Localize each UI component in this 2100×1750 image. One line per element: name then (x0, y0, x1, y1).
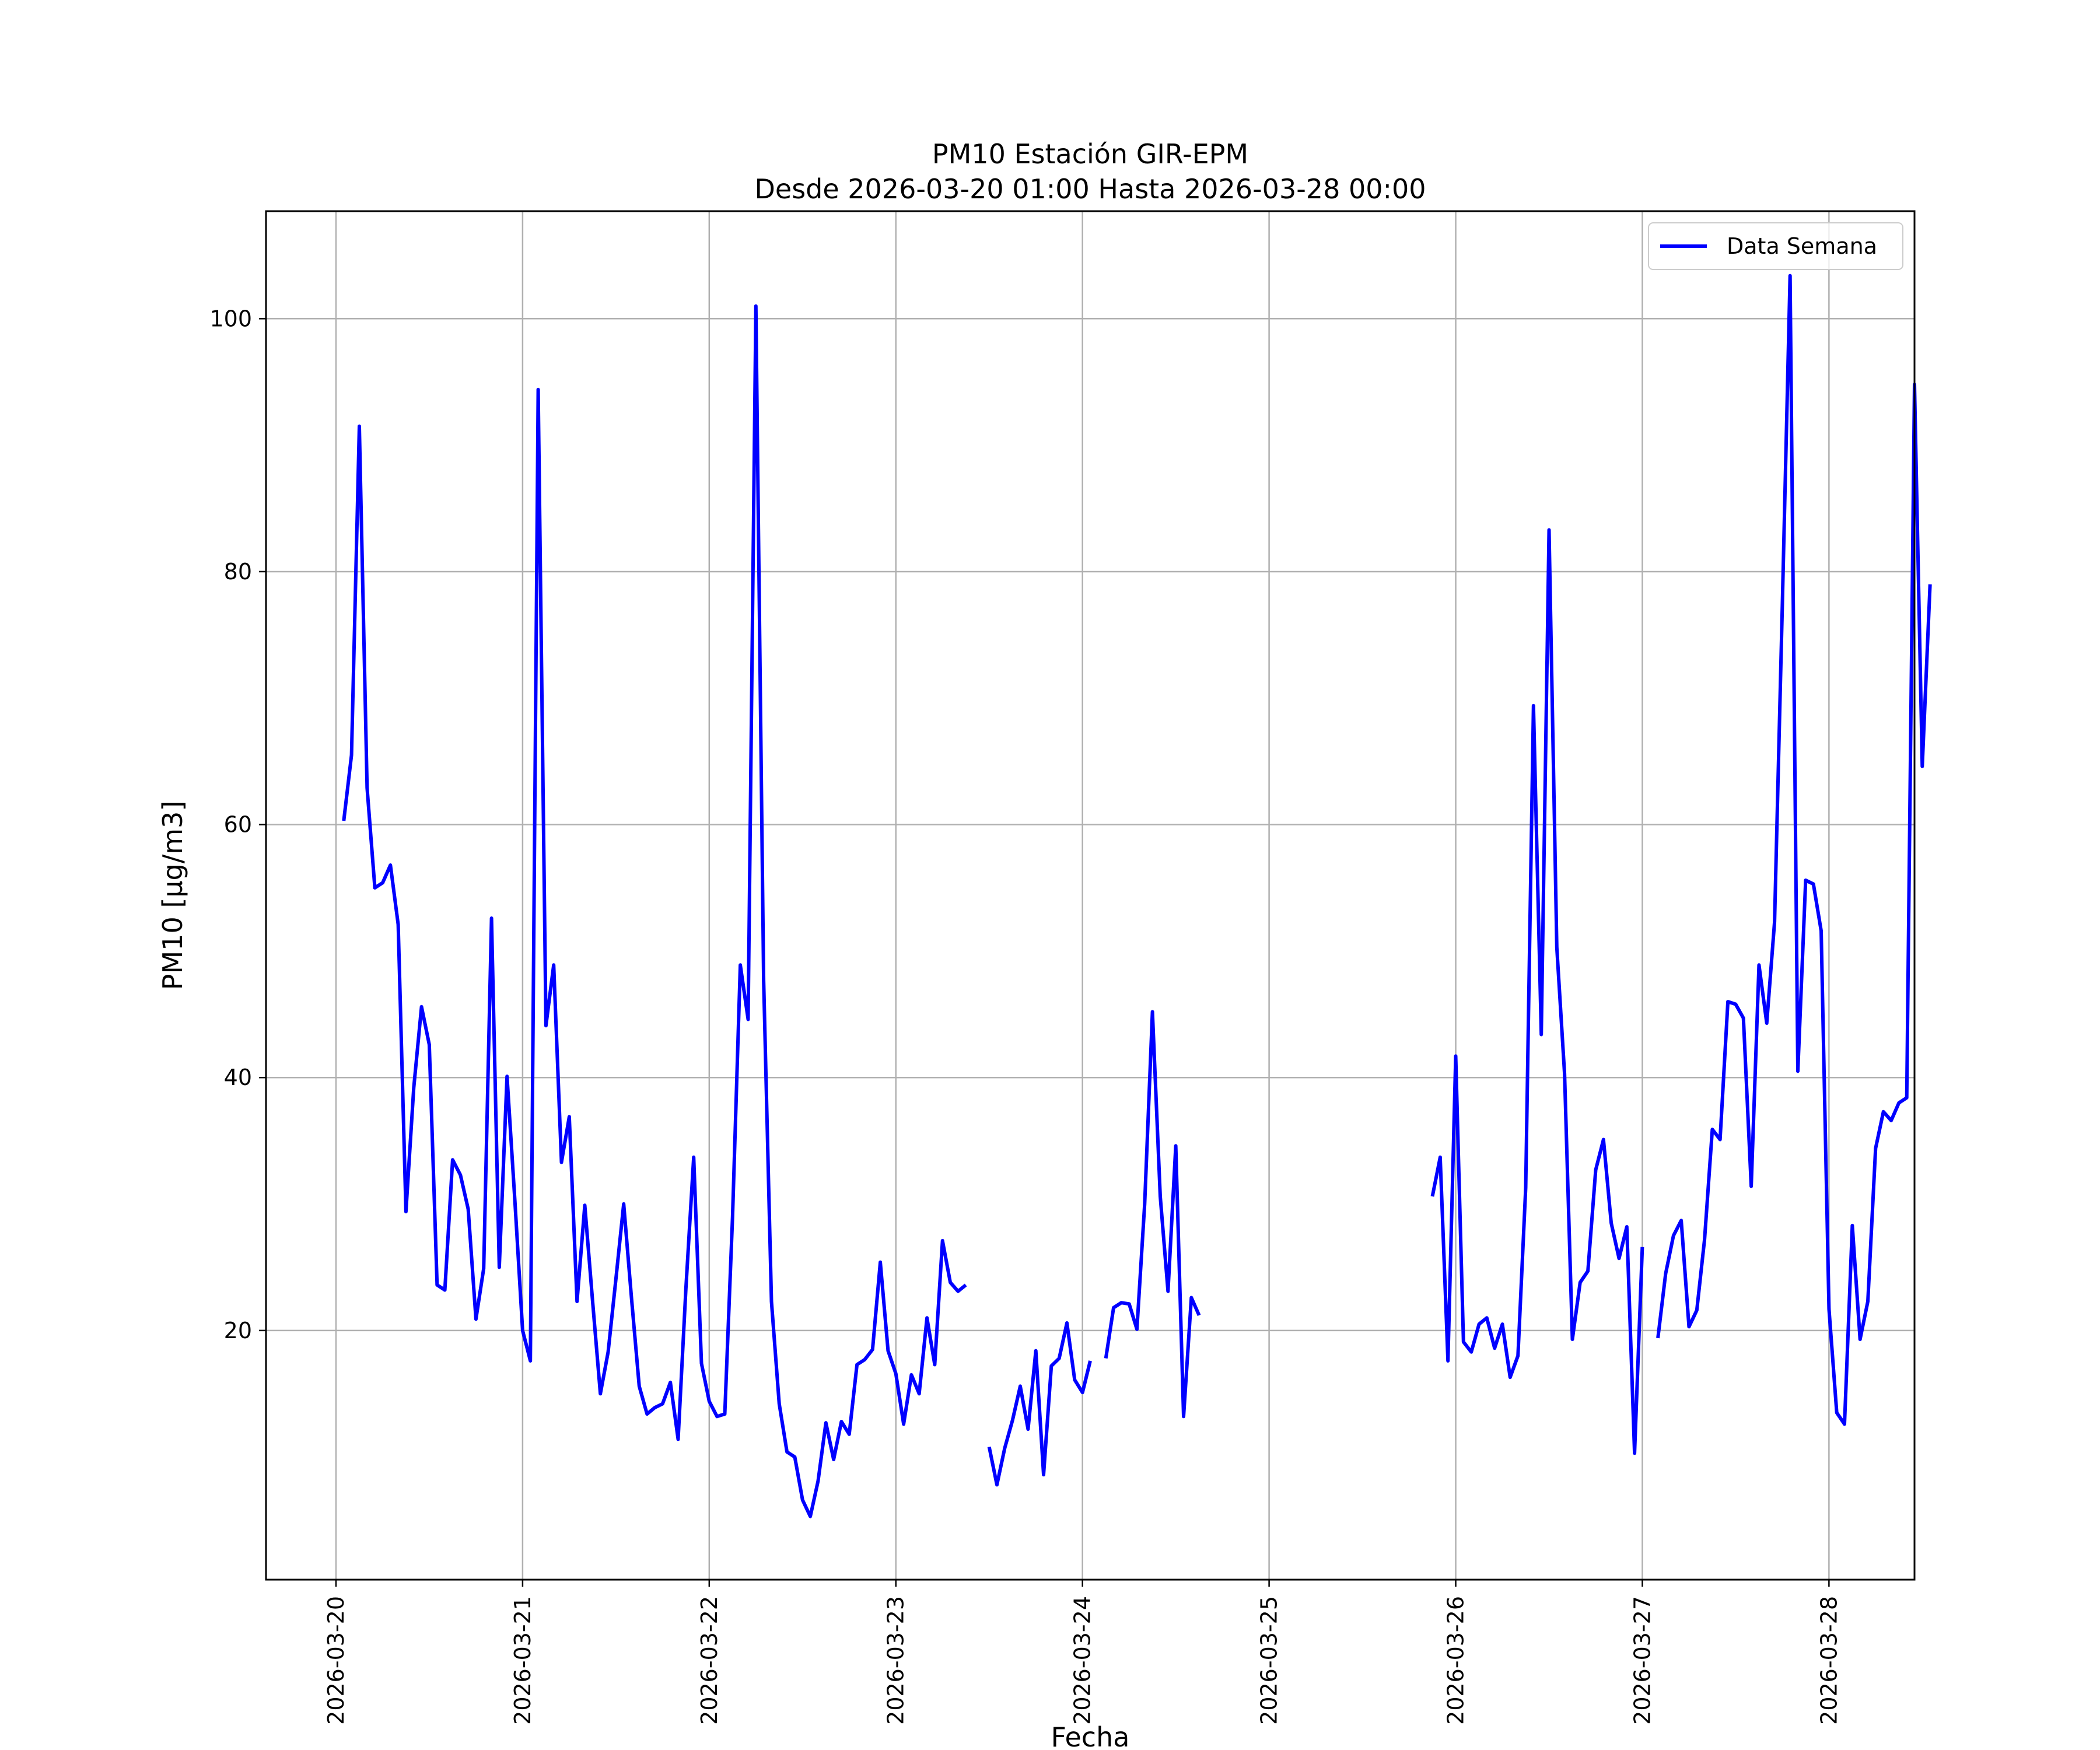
y-tick-label: 20 (224, 1318, 252, 1343)
y-tick-label: 40 (224, 1065, 252, 1090)
x-axis-label: Fecha (1051, 1721, 1130, 1750)
legend-box (1648, 222, 1903, 270)
x-tick-label: 2026-03-20 (323, 1596, 349, 1725)
x-tick-label: 2026-03-28 (1816, 1596, 1842, 1725)
chart-title-line2: Desde 2026-03-20 01:00 Hasta 2026-03-28 … (754, 173, 1426, 205)
grid-lines (266, 211, 1915, 1580)
x-tick-label: 2026-03-22 (696, 1596, 722, 1725)
series-line (342, 274, 1932, 1518)
chart-title-line1: PM10 Estación GIR-EPM (932, 138, 1248, 170)
plot-frame (265, 210, 1916, 1581)
y-tick-label: 60 (224, 812, 252, 838)
legend-label: Data Semana (1727, 233, 1877, 259)
x-tick-label: 2026-03-21 (510, 1596, 536, 1725)
x-tick-label: 2026-03-25 (1256, 1596, 1282, 1725)
x-tick-label: 2026-03-24 (1070, 1596, 1096, 1725)
y-tick-label: 80 (224, 559, 252, 584)
x-tick-label: 2026-03-26 (1443, 1596, 1469, 1725)
x-tick-label: 2026-03-27 (1629, 1596, 1655, 1725)
y-tick-label: 100 (209, 306, 252, 331)
x-tick-label: 2026-03-23 (883, 1596, 909, 1725)
legend: Data Semana (1648, 222, 1903, 270)
y-axis-ticks: 20 40 60 80 100 (209, 306, 266, 1343)
data-series (342, 274, 1932, 1518)
y-axis-label: PM10 [μg/m3] (157, 801, 188, 991)
x-axis-ticks: 2026-03-20 2026-03-21 2026-03-22 2026-03-23… (323, 1580, 1842, 1725)
